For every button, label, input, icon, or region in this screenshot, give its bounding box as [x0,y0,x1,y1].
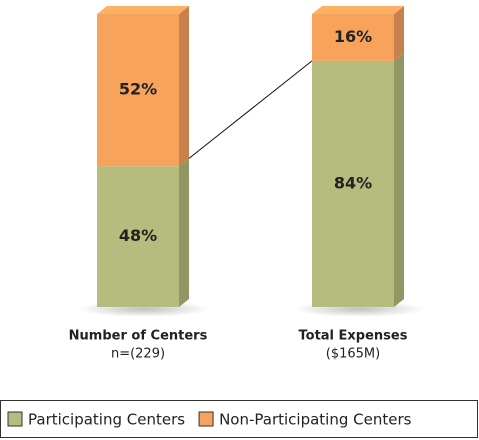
connector-line [188,60,313,159]
data-label: 52% [119,80,157,99]
x-tick-sublabel: n=(229) [111,347,165,362]
bar-top [312,6,404,14]
bar-top [97,6,189,14]
x-tick-label: Number of Centers [69,329,208,344]
legend-box [0,400,478,438]
x-tick-label: Total Expenses [299,329,408,344]
data-label: 16% [334,27,372,46]
legend-swatch [198,411,214,427]
bar-side [179,6,189,167]
data-label: 84% [334,173,372,192]
legend-label: Non-Participating Centers [219,411,412,429]
legend-swatch [7,411,23,427]
bar-segment [312,14,394,61]
x-tick-sublabel: ($165M) [326,347,380,362]
bar-side [394,6,404,61]
data-label: 48% [119,226,157,245]
legend-label: Participating Centers [28,411,185,429]
bar-segment [97,166,179,307]
bar-side [394,52,404,307]
bar-side [179,158,189,307]
bar-segment [312,60,394,307]
bar-segment [97,14,179,167]
